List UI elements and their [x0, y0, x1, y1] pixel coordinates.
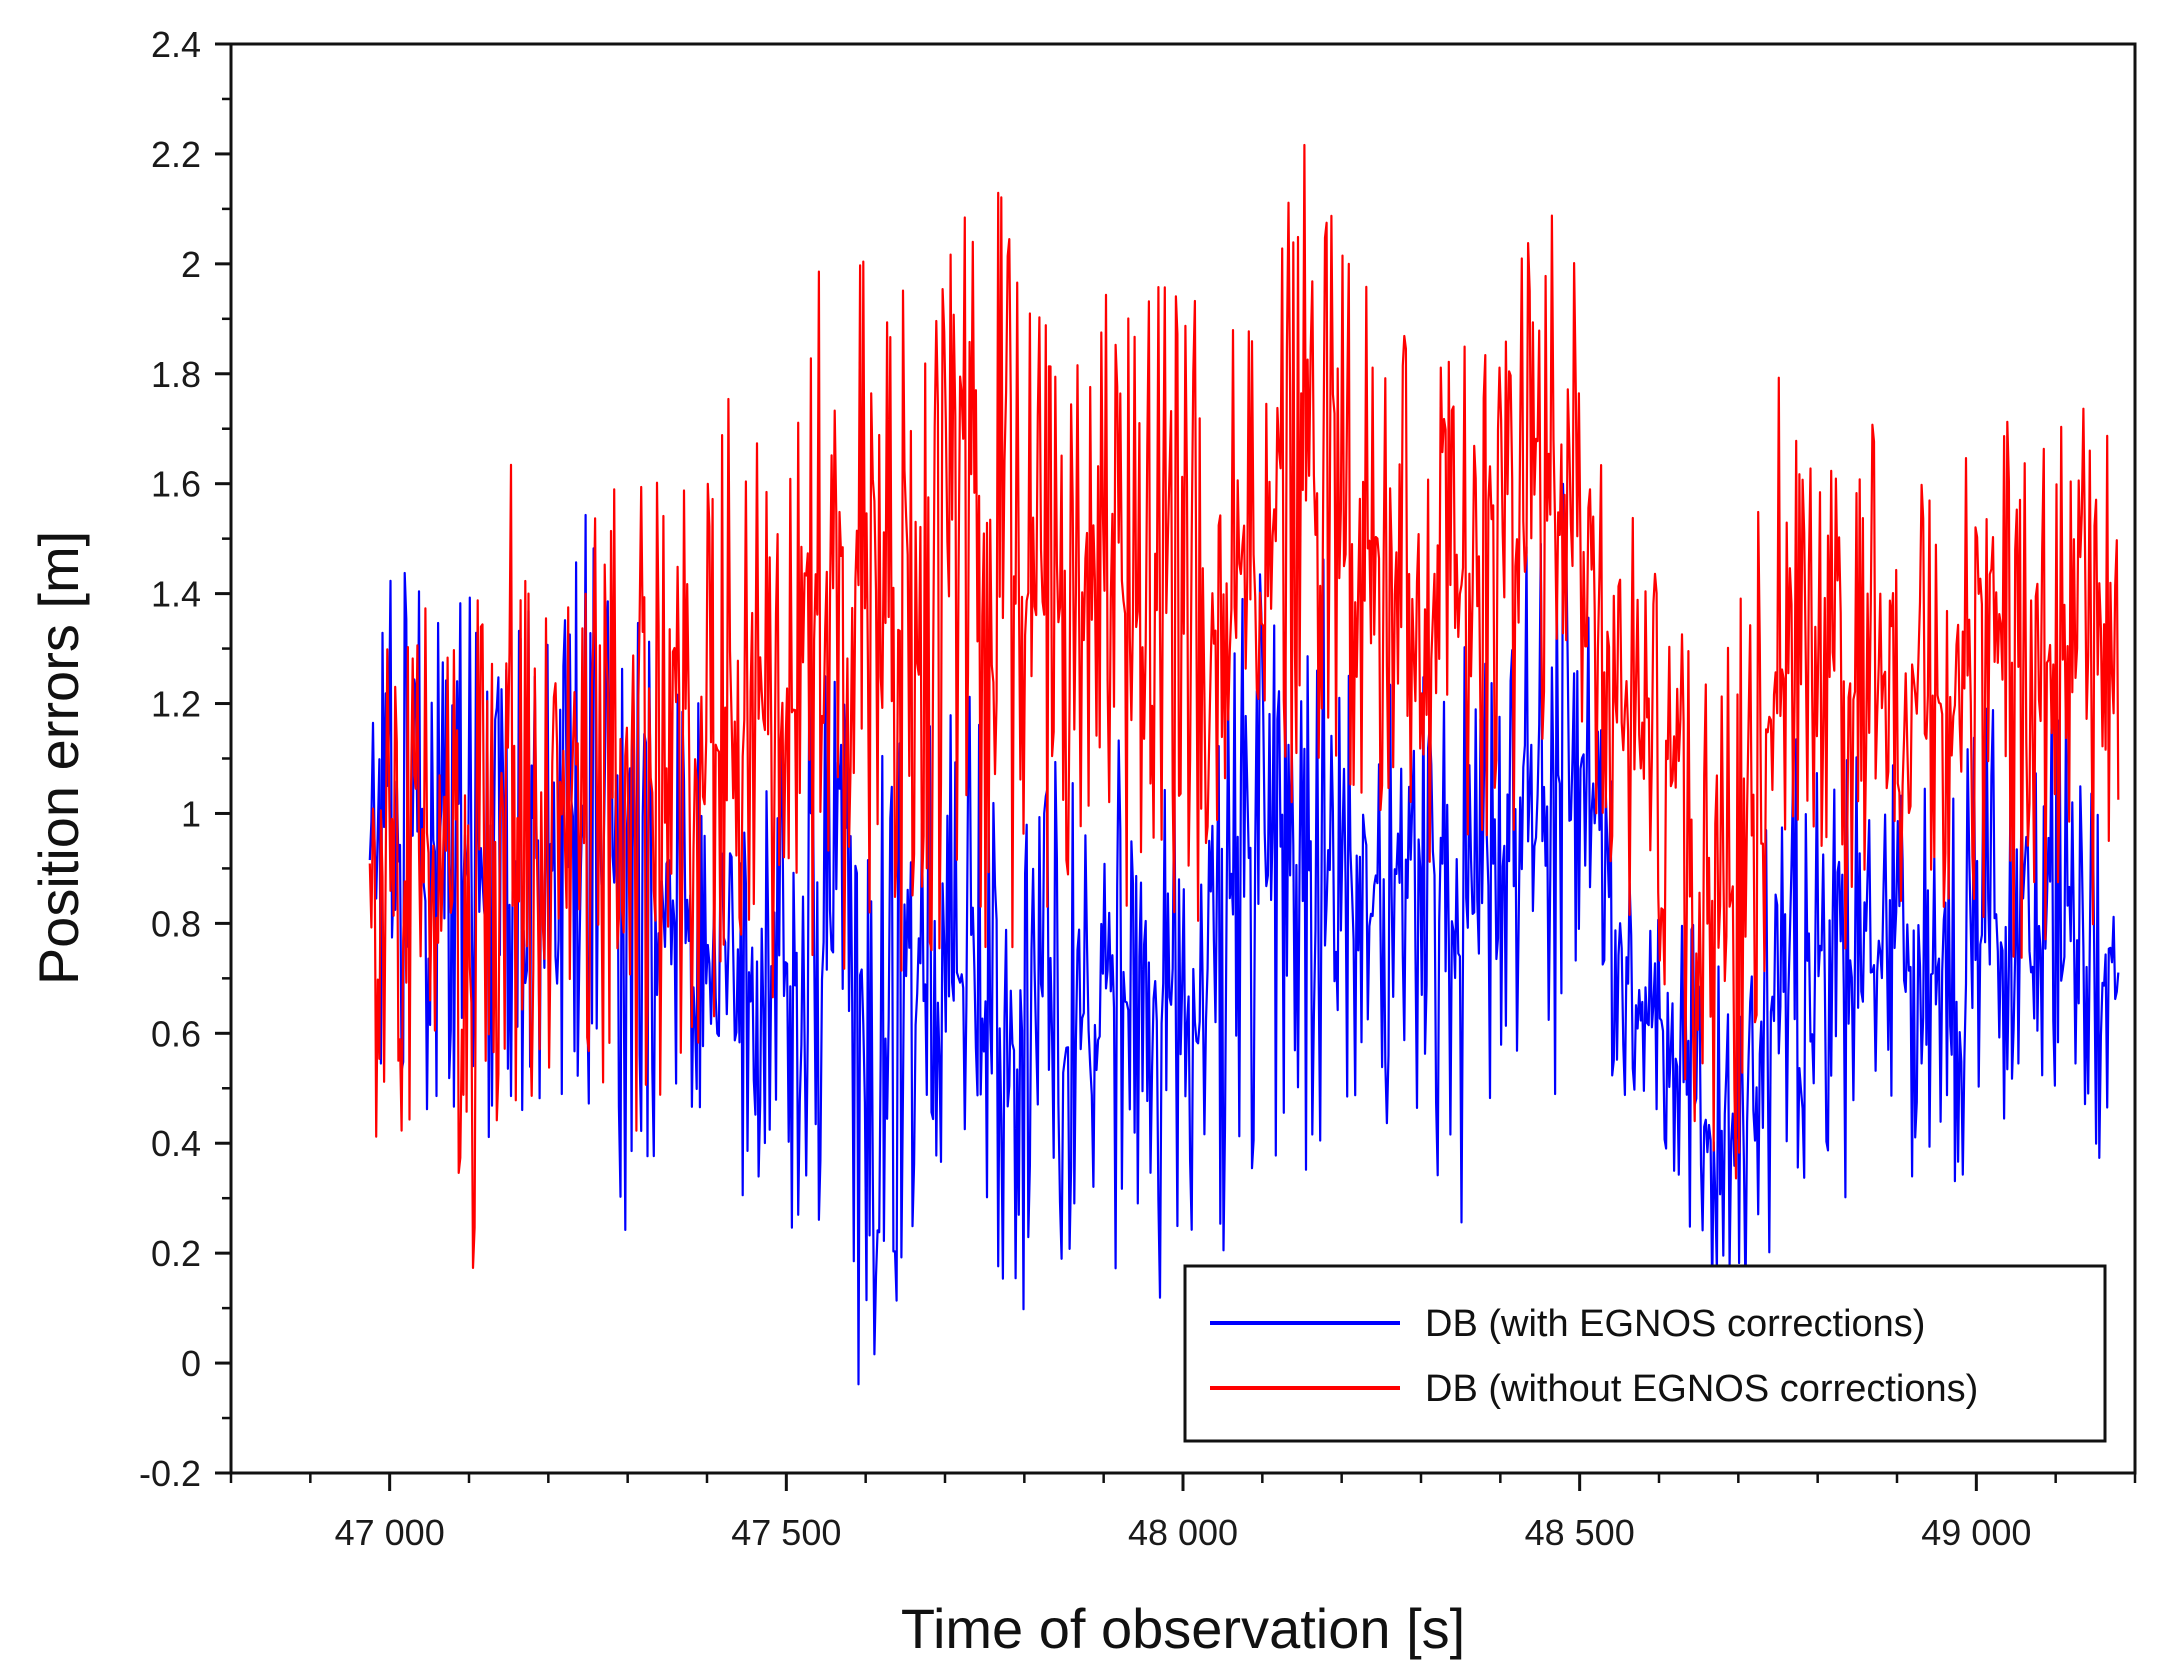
y-tick-label: 2	[181, 244, 201, 285]
y-tick-label: 0.6	[151, 1013, 201, 1054]
y-tick-label: 1.8	[151, 354, 201, 395]
y-tick-label: 1	[181, 793, 201, 834]
y-tick-label: 0.4	[151, 1123, 201, 1164]
x-axis-title: Time of observation [s]	[901, 1597, 1465, 1660]
x-tick-label: 48 000	[1128, 1512, 1238, 1553]
y-tick-label: 0	[181, 1343, 201, 1384]
y-tick-label: -0.2	[139, 1453, 201, 1494]
x-tick-label: 47 000	[335, 1512, 445, 1553]
y-tick-label: 1.2	[151, 684, 201, 725]
y-tick-label: 1.4	[151, 574, 201, 615]
y-axis-title: Position errors [m]	[27, 531, 90, 985]
legend-label-with-egnos: DB (with EGNOS corrections)	[1425, 1303, 1925, 1345]
y-tick-label: 2.2	[151, 134, 201, 175]
x-tick-label: 49 000	[1921, 1512, 2031, 1553]
y-tick-label: 0.8	[151, 903, 201, 944]
y-tick-label: 2.4	[151, 24, 201, 65]
y-tick-label: 0.2	[151, 1233, 201, 1274]
y-tick-label: 1.6	[151, 464, 201, 505]
x-tick-label: 48 500	[1525, 1512, 1635, 1553]
tick-marks	[215, 42, 2137, 1491]
legend-label-without-egnos: DB (without EGNOS corrections)	[1425, 1368, 1978, 1410]
tick-labels: -0.2 0 0.2 0.4 0.6 0.8 1 1.2 1.4 1.6 1.8 2 2.2 2.4 47 …	[139, 24, 2031, 1553]
legend: DB (with EGNOS corrections) DB (without …	[1183, 1264, 2107, 1443]
x-tick-label: 47 500	[731, 1512, 841, 1553]
plot-frame	[229, 42, 2137, 1475]
series-group	[368, 143, 2120, 1386]
legend-box	[1183, 1264, 2107, 1443]
series-line-without-egnos	[368, 143, 2120, 1269]
